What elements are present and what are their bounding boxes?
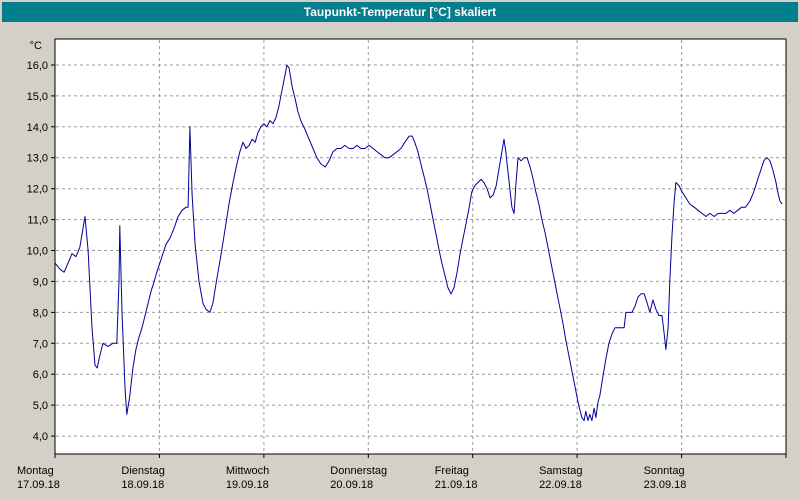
plot-border	[54, 38, 787, 455]
y-tick-label: 6,0	[33, 369, 48, 381]
x-date-label: 20.09.18	[330, 479, 373, 491]
y-tick-label: 7,0	[33, 338, 48, 350]
plot-area	[55, 39, 786, 454]
y-tick-label: 12,0	[27, 184, 48, 196]
y-tick-label: 10,0	[27, 246, 48, 258]
axis-labels: °C 16,0 15,0 14,0 13,0 12,0 11,0 10,0 9,0 8,0 7,0 6…	[17, 40, 686, 491]
y-tick-label: 16,0	[27, 60, 48, 72]
y-tick-label: 15,0	[27, 91, 48, 103]
gridlines	[56, 40, 785, 453]
dewpoint-line	[54, 64, 783, 422]
x-day-label: Donnerstag	[330, 465, 387, 477]
dewpoint-chart: °C 16,0 15,0 14,0 13,0 12,0 11,0 10,0 9,0 8,0 7,0 6…	[17, 38, 787, 491]
axis-ticks	[51, 64, 787, 458]
y-tick-label: 8,0	[33, 307, 48, 319]
x-day-label: Mittwoch	[226, 465, 269, 477]
y-axis-unit-label: °C	[30, 40, 42, 52]
x-day-label: Freitag	[435, 465, 469, 477]
x-date-label: 22.09.18	[539, 479, 582, 491]
y-tick-label: 13,0	[27, 153, 48, 165]
x-date-label: 17.09.18	[17, 479, 60, 491]
x-day-label: Dienstag	[121, 465, 164, 477]
y-tick-label: 4,0	[33, 431, 48, 443]
x-day-label: Sonntag	[644, 465, 685, 477]
y-tick-label: 9,0	[33, 276, 48, 288]
x-date-label: 19.09.18	[226, 479, 269, 491]
chart-title: Taupunkt-Temperatur [°C] skaliert	[303, 5, 497, 19]
y-tick-label: 11,0	[27, 215, 48, 227]
y-tick-label: 14,0	[27, 122, 48, 134]
title-bar: Taupunkt-Temperatur [°C] skaliert	[2, 2, 798, 22]
x-date-label: 21.09.18	[435, 479, 478, 491]
y-tick-label: 5,0	[33, 400, 48, 412]
x-date-label: 18.09.18	[121, 479, 164, 491]
x-date-label: 23.09.18	[644, 479, 687, 491]
x-day-label: Samstag	[539, 465, 582, 477]
x-day-label: Montag	[17, 465, 54, 477]
